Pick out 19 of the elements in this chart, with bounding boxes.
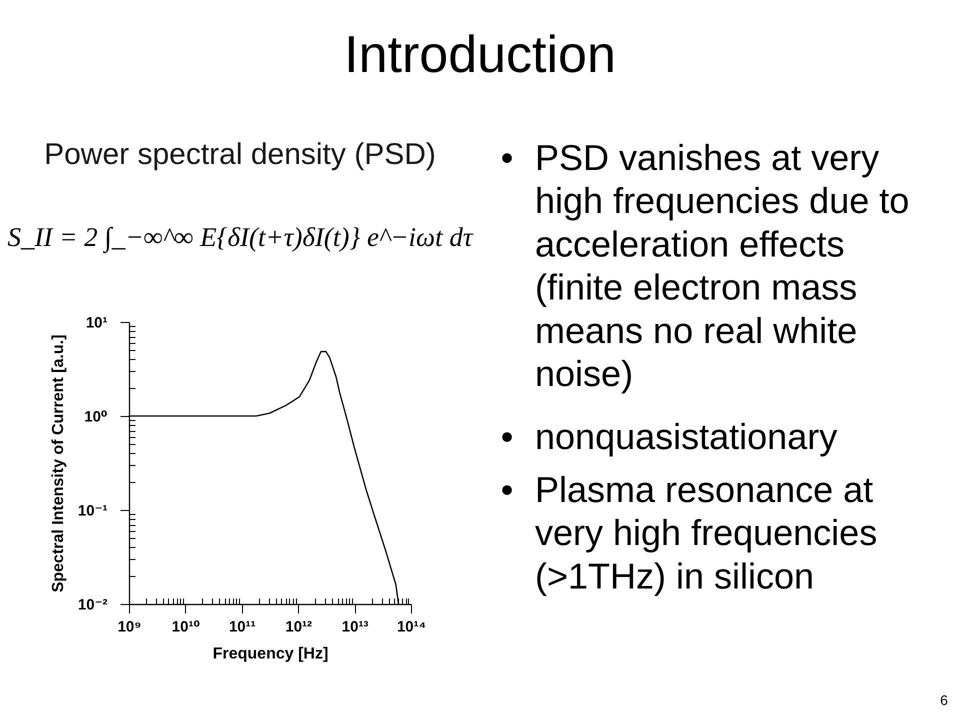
y-tick-label: 10⁰: [84, 408, 108, 426]
y-tick-label: 10⁻²: [78, 596, 108, 614]
x-tick-label: 10⁹: [118, 618, 142, 636]
chart-title: Introduction: [344, 26, 616, 84]
y-tick-label: 10¹: [86, 314, 108, 332]
text: • PSD vanishes at very high frequencies due to acceleration effects (finite electron mass means no real white noise): [500, 137, 910, 394]
text: • Plasma resonance at very high frequencies (>1THz) in silicon: [500, 469, 878, 596]
x-tick-label: 10¹³: [342, 618, 368, 636]
x-tick-label: 10¹⁴: [396, 618, 426, 636]
x-tick-label: 10¹¹: [228, 618, 256, 636]
text: Power spectral density (PSD): [44, 138, 436, 171]
y-axis-title: Spectral Intensity of Current [a.u.]: [50, 334, 67, 592]
x-tick-label: 10¹⁰: [172, 618, 200, 636]
text: S_II = 2 ∫_−∞^∞ E{δI(t+τ)δI(t)} e^−iωt dτ: [7, 222, 474, 254]
text: 6: [940, 692, 948, 708]
text: • nonquasistationary: [500, 416, 838, 457]
y-tick-label: 10⁻¹: [78, 502, 108, 520]
x-tick-label: 10¹²: [285, 618, 312, 636]
x-axis-title: Frequency [Hz]: [212, 646, 328, 662]
